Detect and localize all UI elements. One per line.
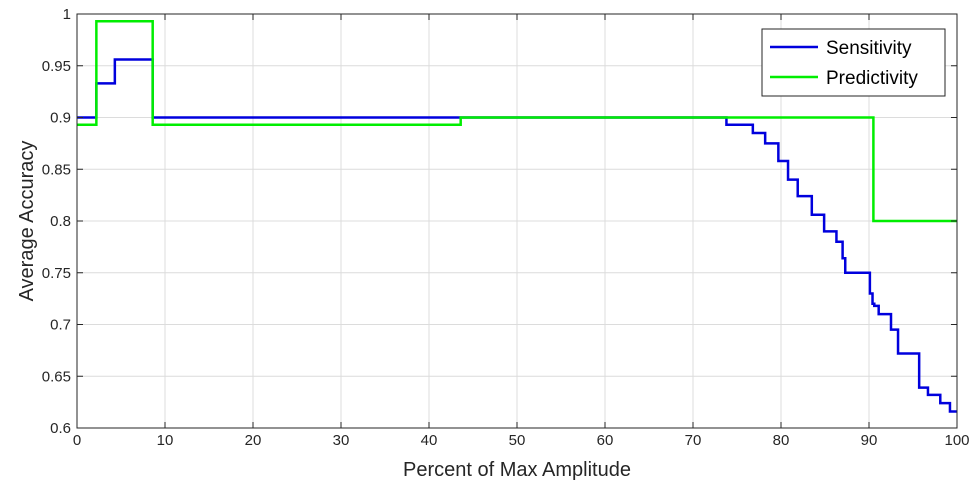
x-tick-label: 20 <box>245 432 262 449</box>
legend-label-predictivity: Predictivity <box>826 68 918 89</box>
x-tick-label: 0 <box>73 432 81 449</box>
x-tick-label: 60 <box>597 432 614 449</box>
x-tick-label: 10 <box>157 432 174 449</box>
x-tick-label: 90 <box>861 432 878 449</box>
x-tick-label: 40 <box>421 432 438 449</box>
axis-ticks <box>76 13 958 429</box>
y-tick-label: 0.95 <box>42 58 71 75</box>
legend-box <box>761 28 946 97</box>
legend-label-sensitivity: Sensitivity <box>826 38 912 59</box>
x-axis-title: Percent of Max Amplitude <box>403 459 631 481</box>
y-axis-title: Average Accuracy <box>16 141 38 302</box>
x-tick-label: 70 <box>685 432 702 449</box>
y-tick-label: 0.75 <box>42 265 71 282</box>
tick-labels: 0 10 20 30 40 50 60 70 80 90 100 0.6 0.65 0.7 0.75 0.8 0… <box>42 6 970 449</box>
x-tick-label: 50 <box>509 432 526 449</box>
y-tick-label: 0.6 <box>50 420 71 437</box>
x-tick-label: 100 <box>944 432 969 449</box>
y-tick-label: 0.9 <box>50 110 71 127</box>
series-lines <box>77 20 957 413</box>
legend: Sensitivity Predictivity <box>761 28 946 97</box>
y-tick-label: 1 <box>63 6 71 23</box>
y-tick-label: 0.85 <box>42 161 71 178</box>
series-line-sensitivity <box>77 58 957 413</box>
y-tick-label: 0.7 <box>50 317 71 334</box>
y-tick-label: 0.8 <box>50 213 71 230</box>
series-line-predictivity <box>77 20 957 223</box>
y-tick-label: 0.65 <box>42 368 71 385</box>
x-tick-label: 80 <box>773 432 790 449</box>
x-tick-label: 30 <box>333 432 350 449</box>
